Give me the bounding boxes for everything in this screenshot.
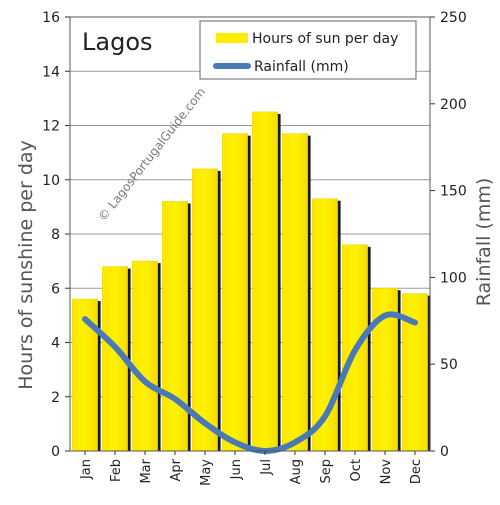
y2-tick-label: 250 bbox=[440, 10, 467, 26]
y-tick-label: 14 bbox=[42, 64, 60, 80]
y-tick-label: 16 bbox=[42, 10, 60, 26]
y2-axis-title: Rainfall (mm) bbox=[473, 178, 495, 307]
sun-bar bbox=[162, 201, 188, 452]
y-tick-label: 10 bbox=[42, 173, 60, 189]
bar-layer bbox=[72, 111, 431, 452]
watermark: © LagosPortugalGuide.com bbox=[95, 85, 208, 224]
sun-bar bbox=[252, 111, 278, 452]
legend-box bbox=[199, 20, 417, 80]
sun-bar bbox=[222, 133, 248, 452]
plot-frame bbox=[69, 16, 431, 452]
y-tick-label: 6 bbox=[51, 281, 60, 297]
legend: Hours of sun per day Rainfall (mm) bbox=[199, 20, 417, 80]
x-tick-label: Nov bbox=[379, 459, 394, 485]
sun-bar bbox=[282, 133, 308, 452]
x-tick-label: Jun bbox=[229, 459, 244, 480]
y2-tick-label: 200 bbox=[440, 97, 467, 113]
y2-tick-label: 150 bbox=[440, 184, 467, 200]
x-tick-label: Mar bbox=[139, 458, 154, 483]
sun-bar bbox=[132, 260, 158, 452]
y2-tick-label: 50 bbox=[440, 357, 458, 373]
sun-bar bbox=[312, 198, 338, 452]
chart-title: Lagos bbox=[82, 28, 153, 56]
legend-swatch-sun bbox=[216, 33, 248, 43]
x-tick-label: Feb bbox=[109, 459, 124, 482]
x-tick-label: May bbox=[199, 459, 214, 486]
rainfall-line bbox=[82, 311, 418, 454]
y-tick-label: 8 bbox=[51, 227, 60, 243]
x-tick-label: Dec bbox=[409, 459, 424, 484]
x-tick-label: Oct bbox=[349, 459, 364, 481]
sun-bar bbox=[192, 168, 218, 452]
x-tick-label: Apr bbox=[169, 458, 184, 481]
legend-label-sun: Hours of sun per day bbox=[252, 31, 398, 47]
axis-layer: 0 2 4 6 8 10 12 14 16 0 50 100 150 200 250 Jan Feb Mar Apr… bbox=[42, 10, 467, 486]
x-tick-label: Jan bbox=[79, 459, 94, 480]
legend-label-rain: Rainfall (mm) bbox=[254, 59, 349, 75]
line-layer bbox=[82, 311, 418, 454]
y2-tick-label: 0 bbox=[440, 444, 449, 460]
y-axis-title: Hours of sunshine per day bbox=[15, 140, 37, 390]
x-tick-label: Jul bbox=[259, 459, 274, 476]
y2-tick-label: 100 bbox=[440, 270, 467, 286]
y-tick-label: 4 bbox=[51, 336, 60, 352]
y-tick-label: 12 bbox=[42, 119, 60, 135]
x-tick-label: Sep bbox=[319, 459, 334, 484]
y-tick-label: 0 bbox=[51, 444, 60, 460]
y-tick-label: 2 bbox=[51, 390, 60, 406]
x-tick-label: Aug bbox=[289, 459, 304, 484]
